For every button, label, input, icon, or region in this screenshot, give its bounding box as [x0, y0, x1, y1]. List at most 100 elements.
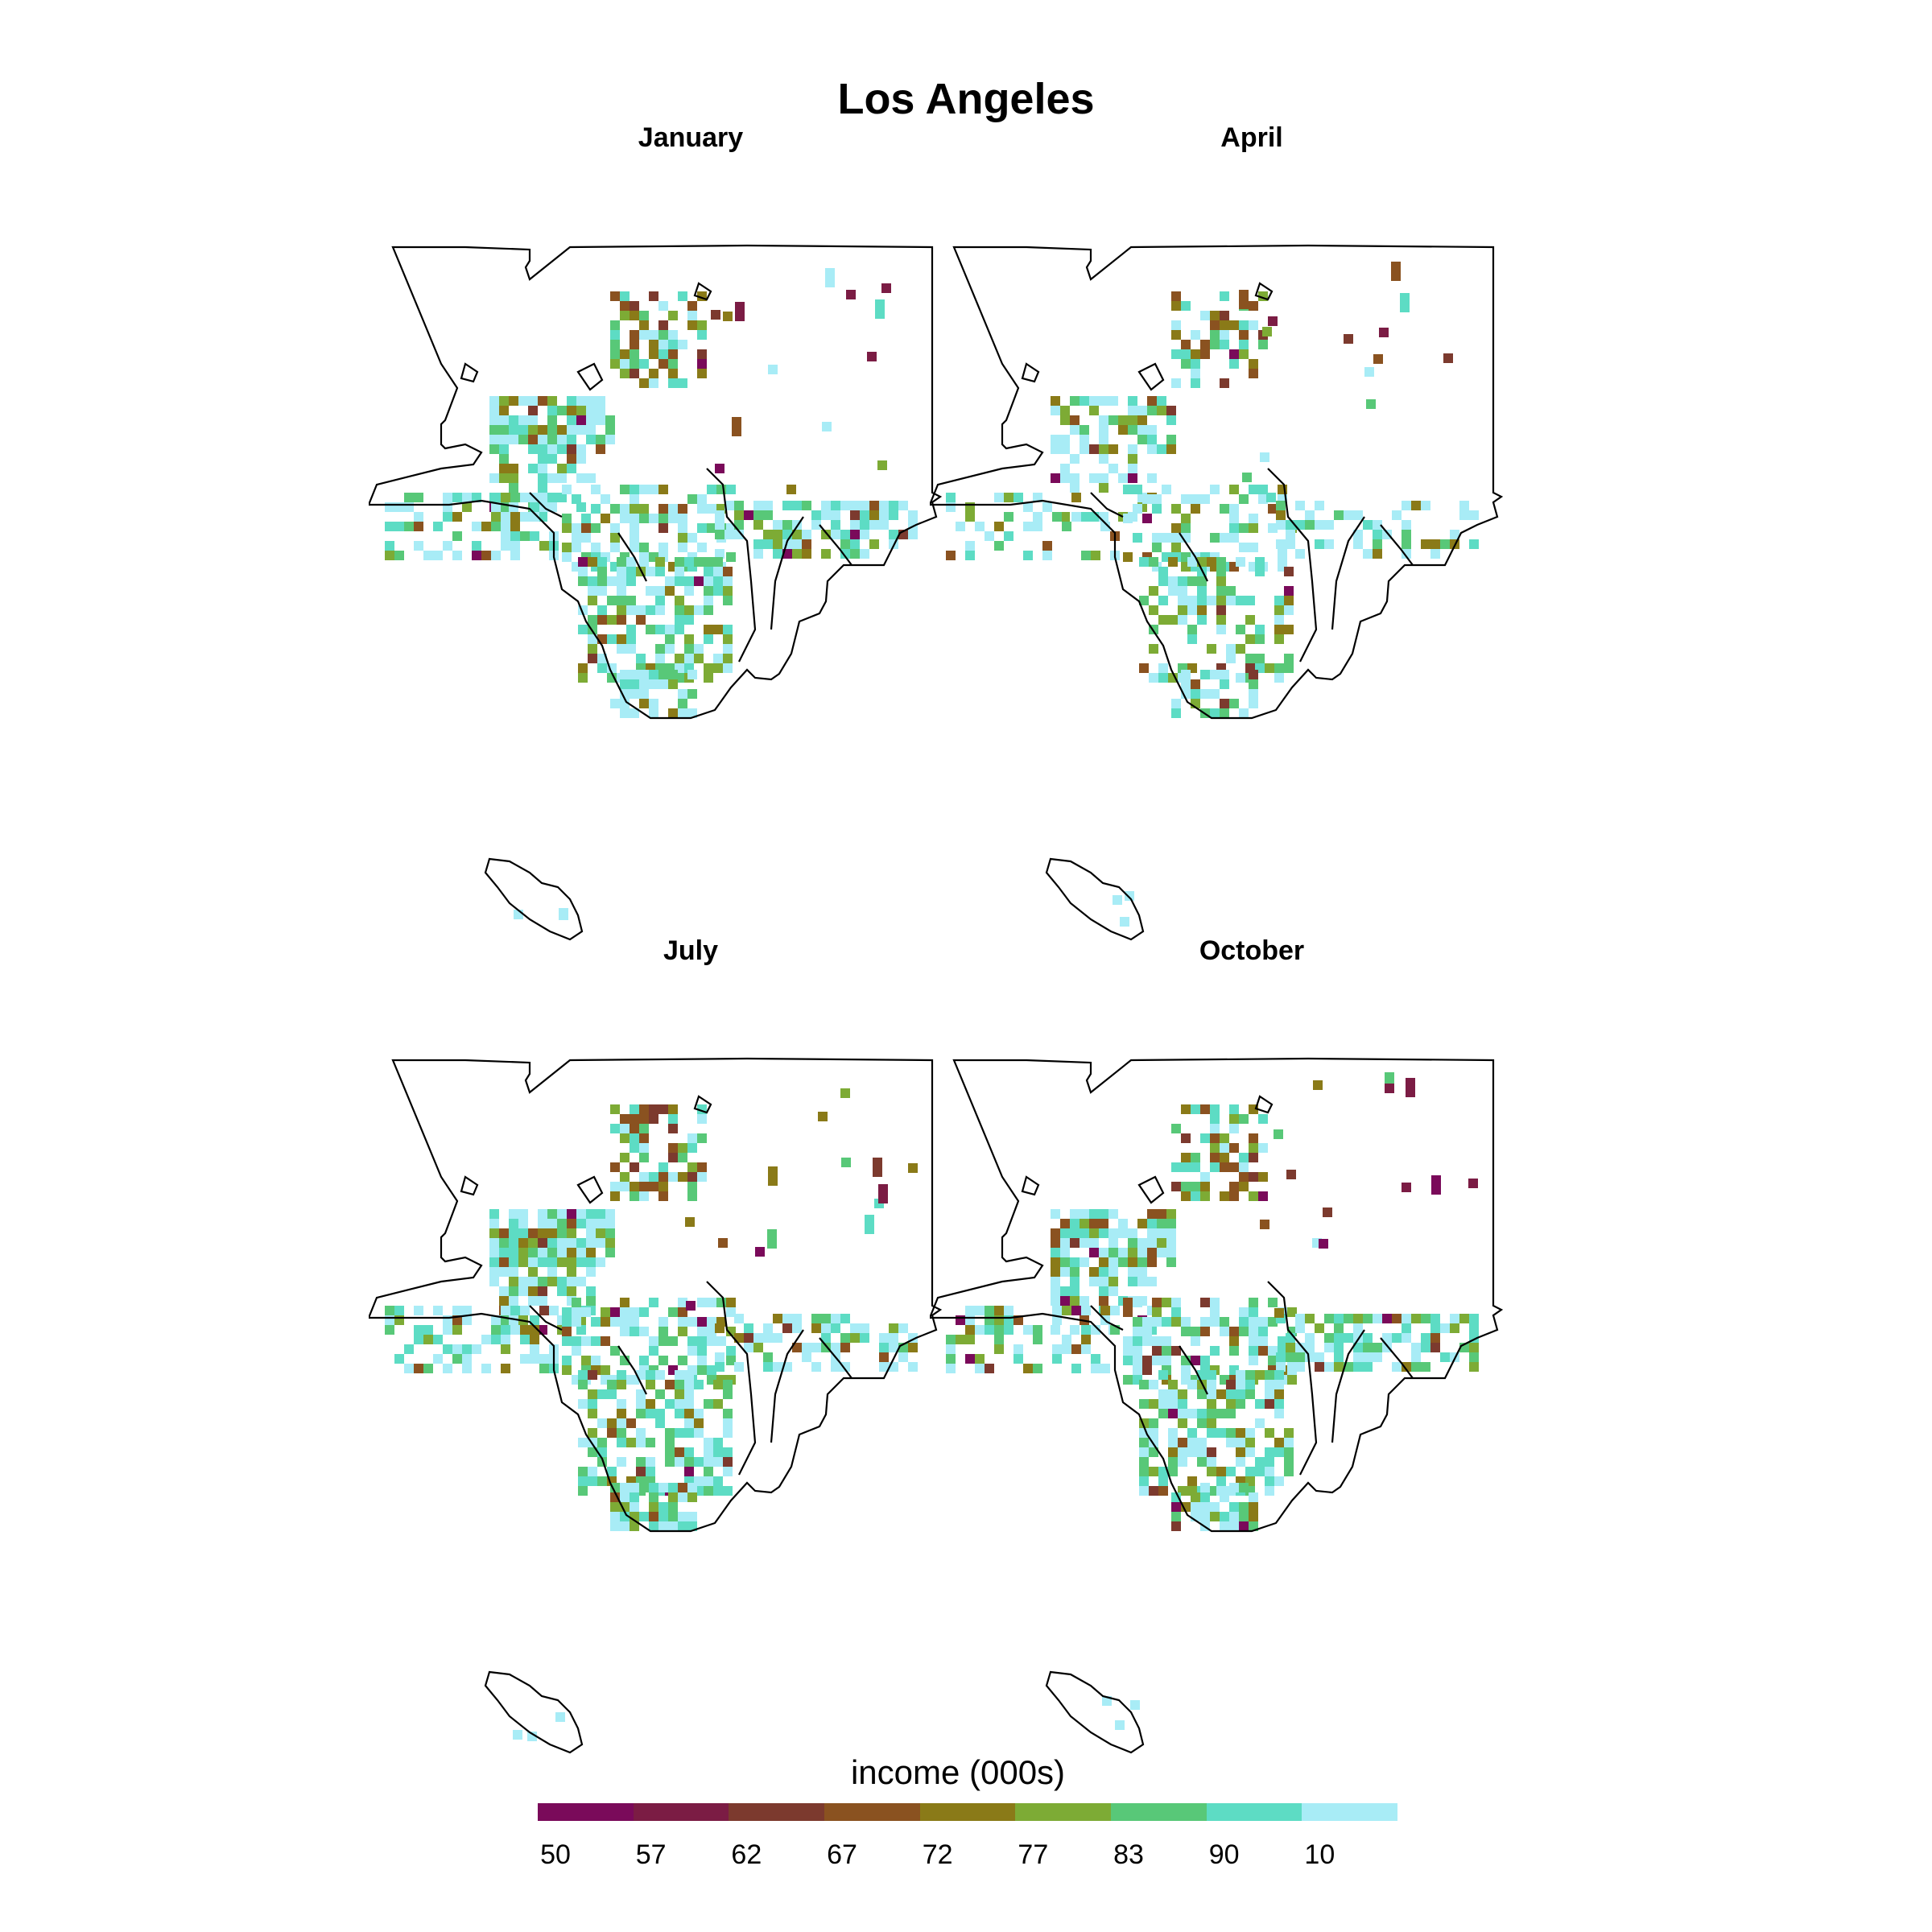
- income-cell: [1411, 1362, 1421, 1372]
- income-cell: [1295, 1343, 1305, 1352]
- income-cell: [697, 504, 707, 514]
- income-cell: [1249, 369, 1258, 378]
- income-cell: [668, 708, 678, 718]
- income-cell: [472, 541, 481, 551]
- income-cell: [591, 1356, 601, 1365]
- income-cell: [1149, 1486, 1158, 1496]
- income-cell: [1178, 576, 1187, 586]
- income-cell: [684, 576, 694, 586]
- income-cell: [723, 576, 733, 586]
- income-cell: [831, 1314, 840, 1323]
- income-cell: [1274, 1308, 1284, 1318]
- income-cell: [547, 502, 557, 512]
- income-cell: [1220, 504, 1229, 514]
- income-cell: [1042, 551, 1052, 560]
- income-cell: [1245, 1380, 1255, 1389]
- income-cell: [491, 1315, 501, 1325]
- income-cell: [1033, 522, 1042, 531]
- income-cell: [1220, 1153, 1229, 1162]
- income-cell: [530, 1325, 539, 1335]
- income-cell: [610, 523, 620, 533]
- income-cell: [665, 1399, 675, 1409]
- income-cell: [1051, 444, 1060, 454]
- income-cell: [1276, 520, 1286, 530]
- income-cell: [1168, 1399, 1178, 1409]
- income-cell: [626, 567, 636, 576]
- income-cell: [1089, 1209, 1099, 1219]
- income-cell: [538, 444, 547, 454]
- income-cell: [581, 533, 591, 543]
- income-cell: [572, 523, 581, 533]
- income-cell: [1089, 1219, 1099, 1228]
- income-cell: [1229, 1182, 1239, 1191]
- catalina-island-boundary: [1045, 857, 1145, 941]
- income-cell: [773, 520, 782, 530]
- income-cell: [860, 1333, 869, 1343]
- income-cell: [686, 1301, 696, 1311]
- income-cell: [1080, 444, 1089, 454]
- income-cell: [576, 415, 586, 425]
- income-cell: [825, 268, 835, 287]
- panel-title-october: October: [1199, 935, 1305, 966]
- income-cell: [668, 679, 678, 689]
- income-cell: [658, 514, 668, 523]
- lake-outline: [576, 362, 604, 391]
- income-cell: [617, 576, 626, 586]
- income-cell: [678, 1153, 687, 1162]
- income-cell: [1411, 501, 1421, 510]
- income-cell: [1268, 504, 1278, 514]
- income-cell: [1171, 1512, 1181, 1521]
- income-cell: [782, 1314, 792, 1323]
- income-cell: [1200, 1356, 1210, 1365]
- income-cells: [946, 1072, 1479, 1730]
- income-cell: [1353, 1343, 1363, 1352]
- income-cell: [518, 1257, 528, 1267]
- income-cell: [630, 670, 639, 679]
- income-cell: [1100, 522, 1110, 531]
- legend-tick-label: 10: [1304, 1839, 1335, 1870]
- income-cell: [617, 1380, 626, 1389]
- income-cell: [610, 1492, 620, 1502]
- income-cell: [1128, 415, 1137, 425]
- income-cell: [831, 501, 840, 510]
- income-cell: [1197, 1409, 1207, 1418]
- income-cell: [499, 1248, 509, 1257]
- income-cell: [723, 1409, 733, 1418]
- income-cell: [1191, 689, 1200, 699]
- income-cell: [1070, 473, 1080, 483]
- income-cell: [1197, 1447, 1207, 1457]
- income-cell: [1051, 1277, 1060, 1286]
- income-cell: [1286, 530, 1295, 539]
- income-cell: [687, 1483, 697, 1492]
- income-cell: [1258, 494, 1268, 504]
- income-cell: [1373, 539, 1382, 549]
- income-cell: [1287, 1365, 1297, 1375]
- income-cell: [1099, 1228, 1108, 1238]
- income-cell: [1284, 625, 1294, 634]
- income-cell: [620, 670, 630, 679]
- income-cell: [1353, 530, 1363, 539]
- income-cell: [1245, 1447, 1255, 1457]
- income-cell: [1108, 1277, 1118, 1286]
- income-cell: [385, 551, 394, 560]
- income-cell: [578, 1370, 588, 1380]
- income-cell: [1242, 473, 1252, 482]
- income-cell: [510, 551, 520, 560]
- income-cell: [704, 557, 713, 567]
- income-cell: [1274, 1399, 1284, 1409]
- income-cell: [763, 539, 773, 549]
- income-cell: [675, 605, 684, 615]
- income-cell: [547, 493, 557, 502]
- income-cell: [617, 1418, 626, 1428]
- income-cell: [1181, 1182, 1191, 1191]
- income-cell: [1245, 654, 1255, 663]
- income-cell: [1239, 1317, 1249, 1327]
- income-cell: [1402, 539, 1411, 549]
- income-cell: [385, 502, 394, 512]
- river-line: [819, 524, 852, 566]
- income-cell: [1091, 1325, 1100, 1335]
- income-cell: [562, 543, 572, 552]
- income-cell: [607, 1389, 617, 1399]
- income-cell: [1149, 1399, 1158, 1409]
- income-cell: [1220, 378, 1229, 388]
